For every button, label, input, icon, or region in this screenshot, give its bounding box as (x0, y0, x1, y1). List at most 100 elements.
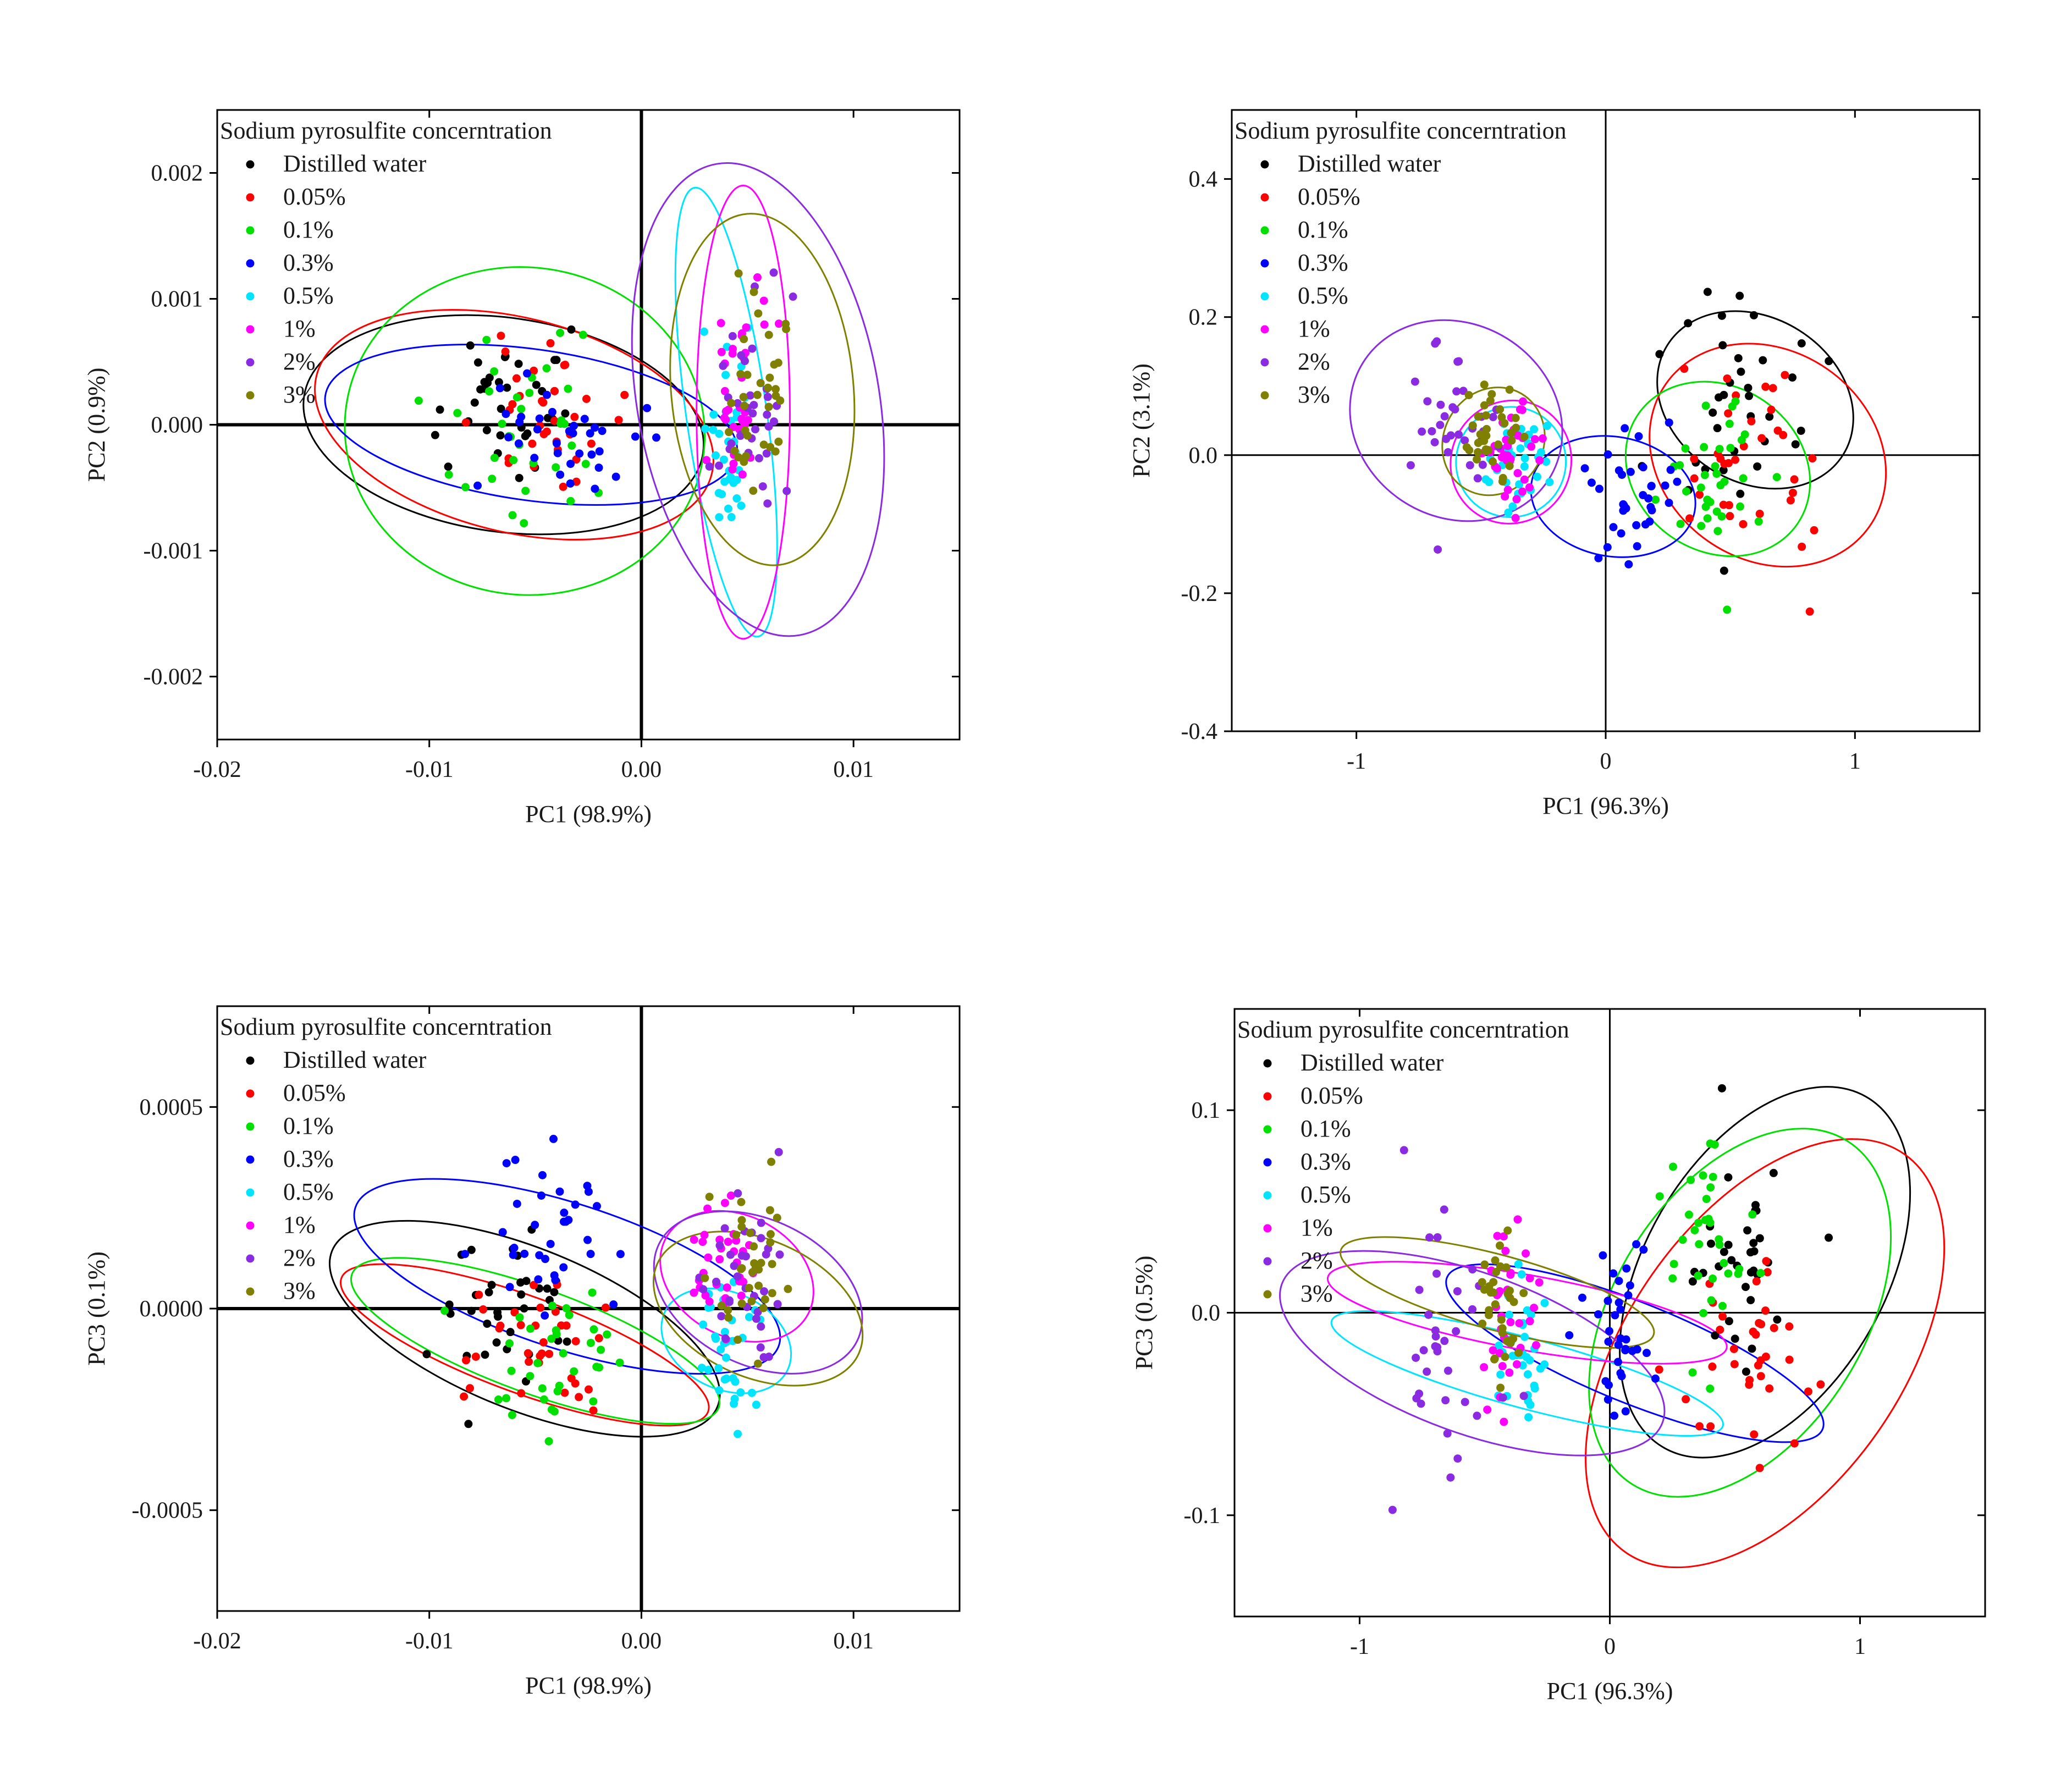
legend-title: Sodium pyrosulfite concerntration (220, 117, 552, 144)
data-point (728, 349, 737, 358)
data-point (1706, 1183, 1715, 1192)
data-point (550, 387, 559, 395)
data-point (567, 441, 576, 450)
data-point (515, 473, 523, 482)
data-point (1732, 391, 1740, 400)
x-tick-label: 0.00 (621, 757, 662, 782)
data-point (1480, 380, 1489, 389)
data-point (762, 449, 771, 458)
data-point (464, 1420, 473, 1428)
data-point (1542, 457, 1551, 466)
data-point (580, 415, 589, 423)
data-point (725, 475, 734, 484)
data-point (1501, 1246, 1510, 1255)
data-point (510, 1244, 519, 1253)
data-point (750, 1242, 758, 1251)
data-point (1669, 1260, 1678, 1268)
y-tick-label: 0.0 (1189, 443, 1218, 468)
data-point (508, 400, 517, 409)
data-point (1512, 1360, 1521, 1369)
data-point (643, 404, 652, 412)
data-point (537, 1191, 545, 1200)
data-point (509, 1250, 517, 1259)
data-point (560, 1209, 569, 1217)
confidence-ellipse (344, 266, 706, 596)
data-point (1744, 383, 1753, 392)
data-point (1410, 377, 1419, 386)
data-point (740, 335, 748, 344)
data-point (703, 1204, 712, 1213)
data-point (494, 1395, 503, 1404)
data-point (525, 389, 534, 398)
legend-entry: 0.1% (1300, 1115, 1351, 1142)
data-point (1618, 471, 1627, 479)
data-point (578, 330, 587, 339)
data-point (1511, 514, 1520, 522)
data-point (539, 398, 548, 407)
legend-marker (1263, 1059, 1272, 1068)
data-point (725, 428, 734, 437)
data-point (547, 1405, 556, 1414)
data-point (1453, 357, 1462, 366)
confidence-ellipse (1441, 387, 1546, 496)
data-point (1798, 542, 1806, 551)
legend-marker (246, 358, 255, 367)
data-point (475, 1290, 483, 1299)
legend-marker (1260, 193, 1269, 202)
data-point (1418, 427, 1426, 436)
data-point (1641, 520, 1650, 529)
data-point (509, 456, 518, 465)
data-point (1484, 446, 1493, 455)
data-point (528, 439, 537, 448)
data-point (566, 496, 575, 505)
data-point (1643, 1349, 1651, 1358)
data-point (1737, 367, 1745, 376)
legend-entry: 0.05% (283, 1079, 346, 1106)
data-point (631, 432, 640, 441)
data-point (1633, 542, 1641, 551)
legend-entry: 0.05% (1300, 1082, 1363, 1109)
data-point (1718, 341, 1727, 350)
data-point (1634, 432, 1643, 441)
data-point (754, 1281, 763, 1290)
data-point (1412, 1353, 1420, 1362)
data-point (530, 1281, 538, 1289)
data-point (1527, 1310, 1535, 1319)
data-point (719, 361, 728, 370)
data-point (1785, 1355, 1794, 1364)
data-point (1530, 425, 1539, 434)
data-point (498, 1228, 507, 1237)
data-point (720, 413, 729, 422)
data-point (581, 460, 590, 468)
data-point (422, 1350, 431, 1359)
data-point (1505, 1286, 1514, 1295)
data-point (1621, 1407, 1630, 1416)
legend-marker (246, 160, 255, 169)
data-point (1533, 472, 1542, 481)
legend-entry: 0.3% (283, 249, 334, 276)
data-point (497, 332, 505, 340)
data-point (769, 417, 778, 426)
y-tick-label: -0.0005 (132, 1498, 203, 1524)
data-point (720, 1327, 729, 1336)
data-point (1690, 474, 1699, 483)
x-axis-label: PC1 (96.3%) (1542, 792, 1669, 819)
data-point (762, 1250, 770, 1259)
data-point (517, 1389, 526, 1398)
data-point (1419, 1346, 1428, 1355)
data-point (1525, 1274, 1534, 1283)
data-point (705, 1193, 714, 1201)
data-point (1709, 1172, 1717, 1181)
legend-entry: 0.05% (283, 183, 346, 210)
data-point (722, 1374, 731, 1383)
data-point (1611, 1311, 1619, 1320)
data-point (699, 1320, 708, 1329)
data-point (517, 405, 526, 413)
data-point (1786, 496, 1795, 505)
data-point (1755, 1464, 1764, 1472)
data-point (1473, 474, 1482, 483)
data-point (591, 484, 599, 493)
data-point (1508, 502, 1517, 511)
data-point (1719, 466, 1728, 475)
data-point (721, 1334, 730, 1343)
